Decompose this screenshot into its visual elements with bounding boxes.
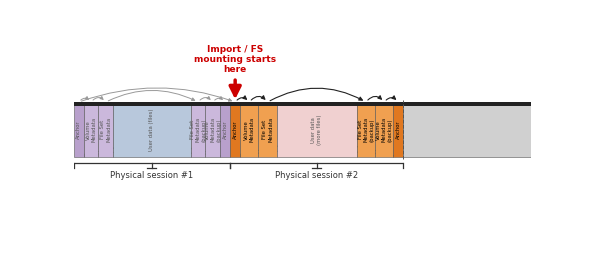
Bar [404, 102, 531, 158]
Bar [375, 102, 394, 158]
Bar [258, 102, 277, 158]
Text: Volume
Metadata: Volume Metadata [86, 117, 97, 142]
Bar [357, 102, 375, 158]
Text: Volume
Metadata: Volume Metadata [244, 117, 255, 142]
Bar [74, 102, 84, 158]
Text: User data (files): User data (files) [149, 108, 155, 151]
Text: Anchor: Anchor [222, 121, 228, 139]
Text: Volume
Metadata
(backup): Volume Metadata (backup) [376, 117, 392, 142]
Bar [74, 102, 531, 106]
Text: Physical session #1: Physical session #1 [110, 171, 194, 180]
Bar [99, 102, 113, 158]
Bar [240, 102, 258, 158]
Bar [394, 102, 404, 158]
Text: File Set
Metadata
(backup): File Set Metadata (backup) [358, 117, 374, 142]
Text: Volume
Metadata
(backup): Volume Metadata (backup) [205, 117, 221, 142]
Bar [220, 102, 230, 158]
Bar [277, 102, 357, 158]
Text: File Set
Metadata
(backup): File Set Metadata (backup) [190, 117, 206, 142]
Bar [191, 102, 205, 158]
Bar [113, 102, 191, 158]
Text: Physical session #2: Physical session #2 [275, 171, 358, 180]
Text: Anchor: Anchor [396, 121, 401, 139]
Text: Anchor: Anchor [76, 121, 81, 139]
Text: Anchor: Anchor [232, 121, 238, 139]
Text: File Set
Metadata: File Set Metadata [100, 117, 111, 142]
Text: User data
(more files): User data (more files) [312, 115, 322, 145]
Text: File Set
Metadata: File Set Metadata [262, 117, 273, 142]
Bar [84, 102, 99, 158]
Bar [205, 102, 220, 158]
Bar [230, 102, 240, 158]
Text: Import / FS
mounting starts
here: Import / FS mounting starts here [194, 45, 276, 95]
